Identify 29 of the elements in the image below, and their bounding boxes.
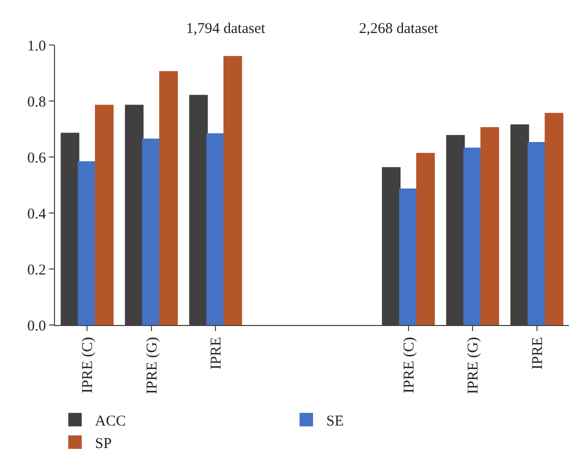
x-tick-label: IPRE (C) (80, 336, 96, 394)
bar (416, 152, 435, 325)
text: 2,268 dataset (359, 21, 439, 37)
x-tick-label: IPRE (G) (466, 336, 482, 394)
x-tick-label: IPRE (208, 337, 225, 370)
bar (159, 71, 178, 325)
bar (399, 188, 418, 325)
legend-label: ACC (95, 414, 126, 430)
legend-label: SE (326, 414, 344, 430)
y-tick-label: 0.6 (27, 150, 46, 166)
y-tick-label: 0.4 (27, 206, 46, 222)
legend-label: SP (95, 436, 112, 452)
x-tick-label: IPRE (G) (144, 336, 160, 394)
bar (142, 138, 161, 325)
bar (544, 112, 564, 325)
text: 1,794 dataset (186, 21, 266, 37)
bar (206, 133, 225, 325)
bar (223, 56, 242, 325)
y-tick-label: 1.0 (27, 38, 46, 54)
y-tick-label: 0.2 (27, 262, 46, 278)
bar (463, 148, 482, 325)
y-tick-label: 0.0 (27, 318, 46, 334)
x-tick-label: IPRE (530, 337, 546, 370)
bar (94, 104, 114, 325)
bar (528, 142, 546, 325)
y-tick-label: 0.8 (27, 94, 46, 110)
x-tick-label: IPRE (C) (401, 336, 418, 394)
bar (78, 161, 96, 325)
bar (480, 127, 500, 325)
